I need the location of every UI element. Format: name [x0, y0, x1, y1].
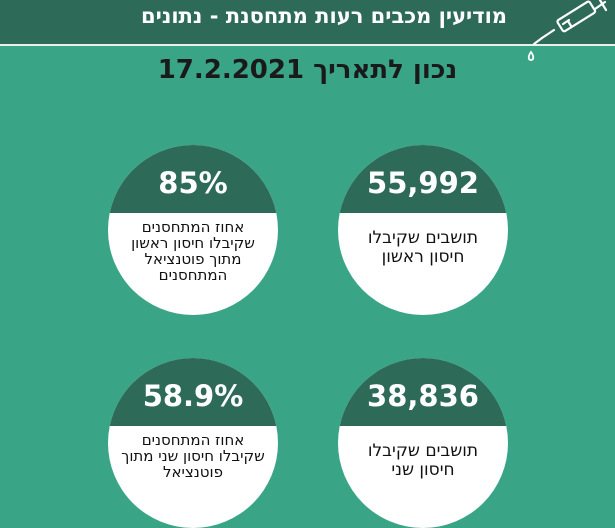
stat-card-header [108, 358, 278, 426]
stat-card-first-dose-percent: 85% אחוז המתחסנים שקיבלו חיסון ראשון מתו… [108, 145, 278, 315]
stat-card-second-dose-percent: 58.9% אחוז המתחסנים שקיבלו חיסון שני מתו… [108, 358, 278, 528]
stat-value: 85% [158, 166, 228, 200]
stat-card-header [338, 358, 508, 426]
stat-value: 55,992 [367, 166, 479, 200]
stat-label: אחוז המתחסנים שקיבלו חיסון שני מתוך פוטנ… [121, 431, 265, 481]
stat-label: אחוז המתחסנים שקיבלו חיסון ראשון מתוך פו… [131, 218, 255, 284]
stat-value: 58.9% [142, 379, 244, 413]
page-title: מודיעין מכבים רעות מתחסנת - נתונים [141, 4, 507, 28]
stat-card-second-dose-residents: 38,836 תושבים שקיבלו חיסון שני [338, 358, 508, 528]
stat-card-header [338, 145, 508, 213]
date-heading: נכון לתאריך 17.2.2021 [157, 55, 458, 85]
syringe-icon [527, 0, 608, 61]
stat-label: תושבים שקיבלו חיסון שני [367, 441, 479, 480]
stat-card-first-dose-residents: 55,992 תושבים שקיבלו חיסון ראשון [338, 145, 508, 315]
header-bar: מודיעין מכבים רעות מתחסנת - נתונים [0, 0, 615, 61]
stat-card-header [108, 145, 278, 213]
stat-label: תושבים שקיבלו חיסון ראשון [367, 228, 479, 267]
stat-value: 38,836 [367, 379, 479, 413]
